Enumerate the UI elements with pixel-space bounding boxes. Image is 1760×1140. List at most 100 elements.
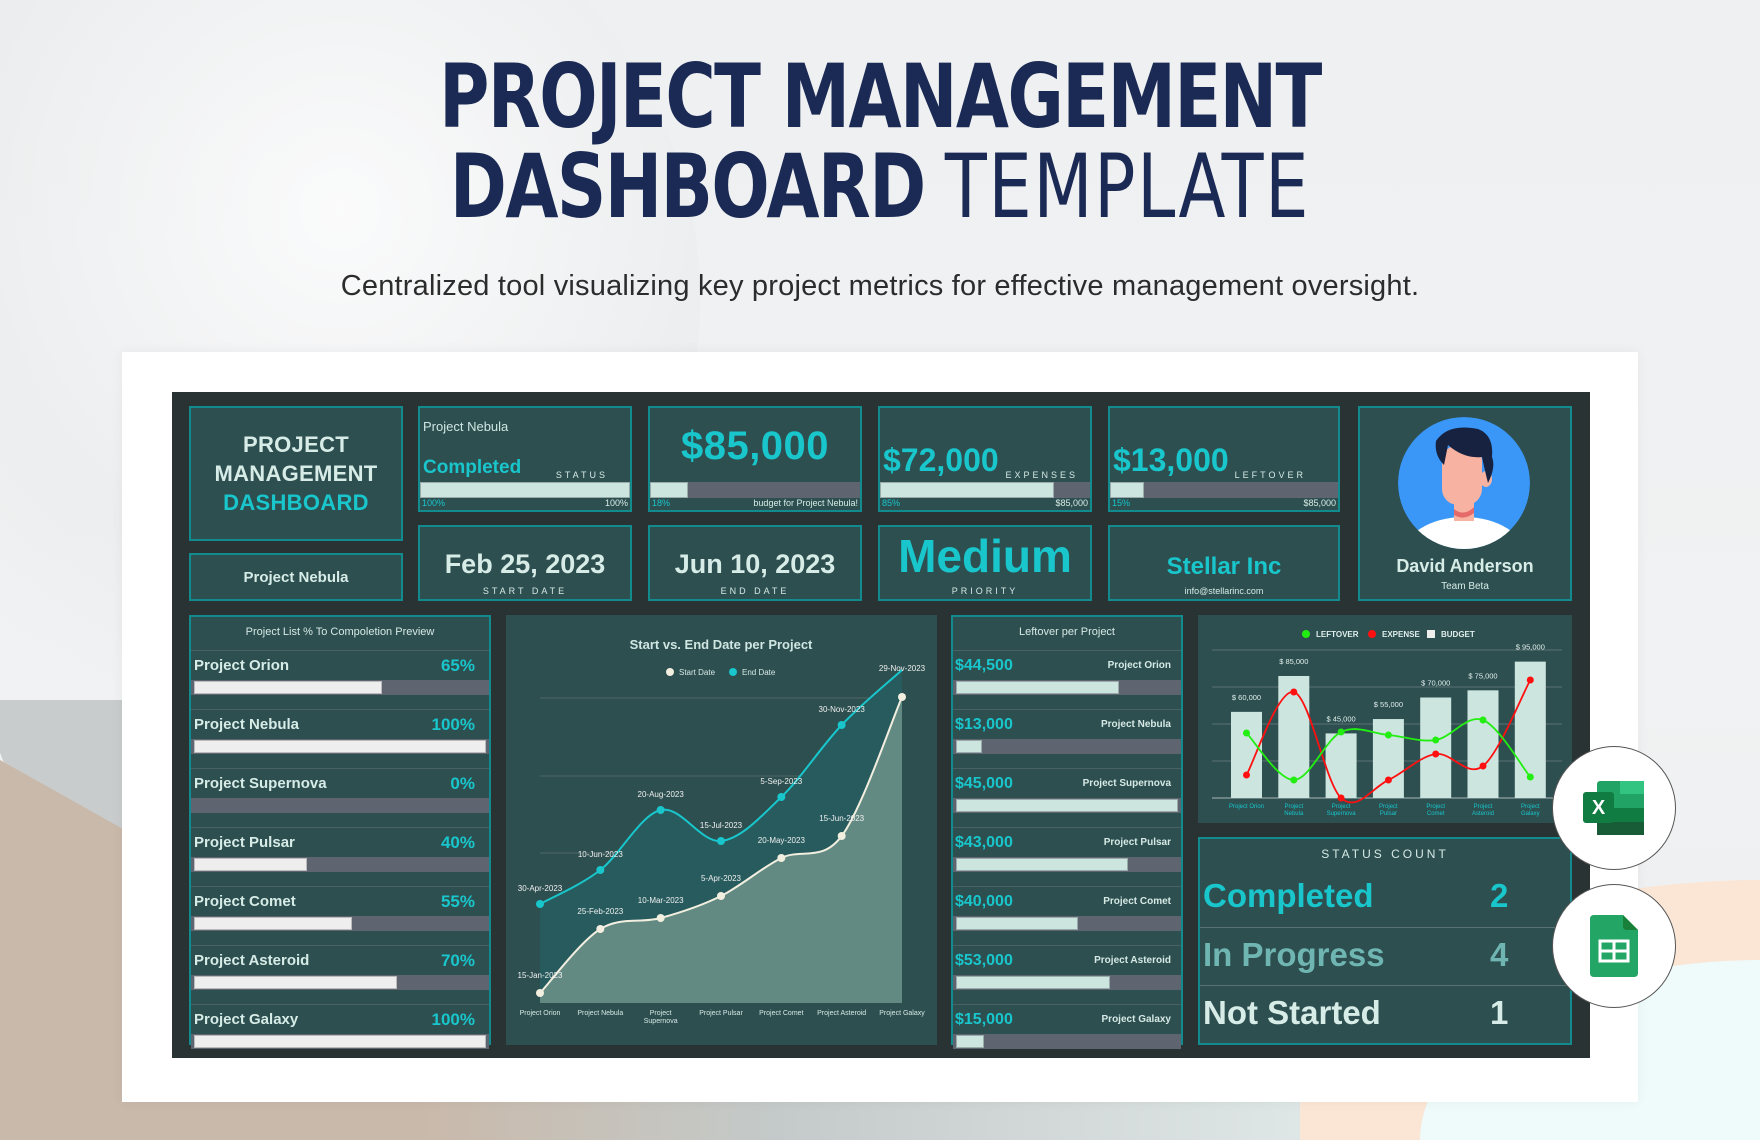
dashboard-title-line-2: MANAGEMENT xyxy=(214,461,378,486)
expenses-value: $72,000 xyxy=(883,442,999,478)
leftover-bar xyxy=(953,1034,1181,1049)
svg-text:BUDGET: BUDGET xyxy=(1441,630,1475,639)
svg-text:Galaxy: Galaxy xyxy=(1521,811,1540,817)
project-name: Project Pulsar xyxy=(1103,837,1171,848)
leftover-bar xyxy=(953,916,1181,931)
svg-text:$ 45,000: $ 45,000 xyxy=(1326,714,1355,723)
leftover-list-item[interactable]: $53,000 Project Asteroid xyxy=(953,945,1181,1004)
svg-text:10-Jun-2023: 10-Jun-2023 xyxy=(578,850,623,859)
avatar xyxy=(1398,417,1530,549)
completion-percent: 65% xyxy=(440,656,475,675)
start-date-card: Feb 25, 2023 START DATE xyxy=(418,525,632,601)
project-name: Project Supernova xyxy=(1082,778,1171,789)
status-label: Completed xyxy=(1203,877,1374,914)
project-name: Project Supernova xyxy=(194,775,327,792)
completion-list-item[interactable]: Project Galaxy 100% xyxy=(191,1004,489,1063)
leftover-list-item[interactable]: $44,500 Project Orion xyxy=(953,650,1181,709)
svg-text:Project Nebula: Project Nebula xyxy=(577,1010,623,1017)
completion-bar xyxy=(191,798,489,813)
excel-badge[interactable]: X xyxy=(1552,746,1676,870)
svg-text:Project: Project xyxy=(1284,804,1303,810)
leftover-bar-fill xyxy=(956,917,1078,930)
expenses-left-caption: 85% xyxy=(882,498,901,508)
completion-list-item[interactable]: Project Asteroid 70% xyxy=(191,945,489,1004)
leftover-bar-fill xyxy=(956,681,1119,694)
svg-text:Project Galaxy: Project Galaxy xyxy=(879,1010,925,1017)
project-name: Project Asteroid xyxy=(1094,955,1171,966)
leftover-bar xyxy=(953,798,1181,813)
google-sheets-badge[interactable] xyxy=(1552,884,1676,1008)
title-bold-word: DASHBOARD xyxy=(449,135,926,238)
svg-text:$ 95,000: $ 95,000 xyxy=(1516,643,1545,652)
budget-progress-bar xyxy=(650,482,860,498)
leftover-list-item[interactable]: $15,000 Project Galaxy xyxy=(953,1004,1181,1063)
svg-text:Start Date: Start Date xyxy=(679,668,716,677)
svg-text:Project Orion: Project Orion xyxy=(1229,804,1264,810)
leftover-right-caption: $85,000 xyxy=(1303,498,1336,508)
completion-percent: 55% xyxy=(440,892,475,911)
completion-list-item[interactable]: Project Nebula 100% xyxy=(191,709,489,768)
completion-bar xyxy=(191,739,489,754)
svg-text:20-May-2023: 20-May-2023 xyxy=(758,836,806,845)
leftover-list-item[interactable]: $13,000 Project Nebula xyxy=(953,709,1181,768)
svg-text:30-Apr-2023: 30-Apr-2023 xyxy=(518,884,563,893)
leftover-value: $13,000 xyxy=(1113,442,1229,478)
profile-name: David Anderson xyxy=(1396,556,1534,576)
svg-text:25-Feb-2023: 25-Feb-2023 xyxy=(577,907,623,916)
status-right-caption: 100% xyxy=(604,498,628,508)
excel-icon: X xyxy=(1583,781,1644,835)
completion-list-item[interactable]: Project Orion 65% xyxy=(191,650,489,709)
status-count-row: Completed 2 xyxy=(1200,869,1570,927)
leftover-amount: $45,000 xyxy=(955,775,1013,792)
expenses-label: EXPENSES xyxy=(1005,470,1078,480)
leftover-list-item[interactable]: $45,000 Project Supernova xyxy=(953,768,1181,827)
project-name: Project Comet xyxy=(1103,896,1171,907)
svg-text:Asteroid: Asteroid xyxy=(1472,811,1494,817)
completion-bar-fill xyxy=(194,858,308,871)
expenses-progress-fill xyxy=(880,482,1055,498)
budget-left-caption: 18% xyxy=(652,498,671,508)
leftover-list-item[interactable]: $43,000 Project Pulsar xyxy=(953,827,1181,886)
priority-value: Medium xyxy=(898,530,1072,582)
svg-text:Pulsar: Pulsar xyxy=(1380,811,1397,817)
budget-card: $85,000 18% budget for Project Nebula! xyxy=(648,406,862,512)
svg-text:EXPENSE: EXPENSE xyxy=(1382,630,1420,639)
start-date-label: START DATE xyxy=(482,586,568,596)
svg-text:Project: Project xyxy=(1521,804,1540,810)
project-name: Project Orion xyxy=(194,657,290,674)
status-count-row: In Progress 4 xyxy=(1200,927,1570,985)
profile-team: Team Beta xyxy=(1441,581,1489,592)
project-name: Project Comet xyxy=(194,893,296,910)
project-selector[interactable]: Project Nebula xyxy=(189,553,403,601)
leftover-bar-fill xyxy=(956,799,1178,812)
svg-text:Project Pulsar: Project Pulsar xyxy=(699,1010,743,1017)
status-progress-bar xyxy=(420,482,630,498)
svg-text:Project: Project xyxy=(1379,804,1398,810)
leftover-list-panel: Leftover per Project $44,500 Project Orio… xyxy=(951,615,1183,1049)
svg-text:30-Nov-2023: 30-Nov-2023 xyxy=(819,705,866,714)
dashboard-title-panel: PROJECT MANAGEMENT DASHBOARD xyxy=(189,406,403,541)
completion-bar xyxy=(191,857,489,872)
leftover-list-item[interactable]: $40,000 Project Comet xyxy=(953,886,1181,945)
completion-list-title: Project List % To Compoletion Preview xyxy=(245,626,435,638)
leftover-card: $13,000 LEFTOVER 15% $85,000 xyxy=(1108,406,1340,512)
client-email[interactable]: info@stellarinc.com xyxy=(1184,586,1264,596)
start-date-value: Feb 25, 2023 xyxy=(444,549,606,579)
project-name: Project Orion xyxy=(1107,660,1171,671)
svg-text:15-Jun-2023: 15-Jun-2023 xyxy=(819,814,864,823)
page-title: PROJECT MANAGEMENT DASHBOARD TEMPLATE xyxy=(0,52,1760,232)
completion-list-item[interactable]: Project Supernova 0% xyxy=(191,768,489,827)
dashboard: PROJECT MANAGEMENT DASHBOARD Project Neb… xyxy=(172,392,1590,1058)
completion-list-item[interactable]: Project Pulsar 40% xyxy=(191,827,489,886)
completion-bar xyxy=(191,975,489,990)
status-label: STATUS xyxy=(555,470,608,480)
bar-chart: LEFTOVER EXPENSE BUDGET $ 60,000 $ 85,000 $ 4… xyxy=(1212,630,1562,817)
completion-list-item[interactable]: Project Comet 55% xyxy=(191,886,489,945)
status-label: In Progress xyxy=(1203,936,1385,973)
leftover-progress-bar xyxy=(1110,482,1338,498)
client-name: Stellar Inc xyxy=(1166,553,1282,580)
leftover-amount: $53,000 xyxy=(955,952,1013,969)
status-card-project: Project Nebula xyxy=(423,419,509,434)
leftover-label: LEFTOVER xyxy=(1234,470,1306,480)
background-shape xyxy=(420,1100,1300,1140)
